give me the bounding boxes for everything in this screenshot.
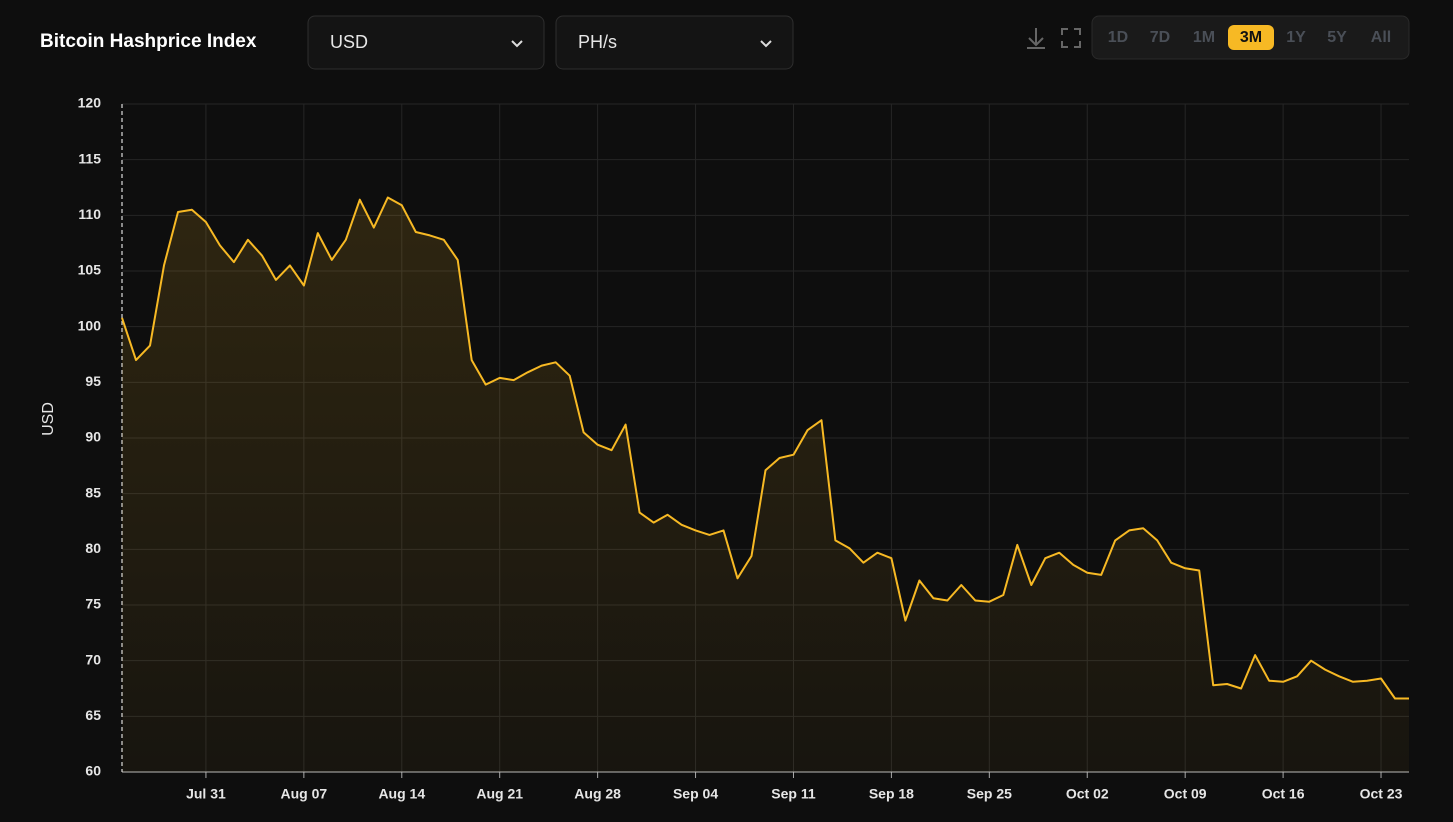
dropdown-box[interactable]: [307, 15, 545, 70]
x-tick-label: Sep 25: [967, 786, 1012, 802]
dropdown-value[interactable]: USD: [330, 32, 368, 52]
x-tick-label: Oct 23: [1360, 786, 1403, 802]
range-button[interactable]: 7D: [1150, 29, 1170, 46]
x-tick-label: Aug 07: [281, 786, 328, 802]
x-tick-label: Sep 18: [869, 786, 914, 802]
range-button[interactable]: All: [1371, 29, 1391, 46]
chevron: [511, 40, 523, 48]
dropdown-value[interactable]: PH/s: [578, 32, 617, 52]
dropdown-box[interactable]: [555, 15, 794, 70]
fullscreen-icon[interactable]: [1061, 28, 1081, 48]
y-tick-label: 60: [85, 763, 101, 779]
range-button[interactable]: 1Y: [1286, 29, 1306, 46]
x-tick-label: Sep 04: [673, 786, 718, 802]
y-tick-label: 115: [78, 150, 101, 166]
y-tick-label: 100: [78, 317, 102, 333]
x-tick-label: Aug 14: [378, 786, 425, 802]
y-tick-label: 75: [85, 596, 101, 612]
y-tick-label: 110: [78, 206, 101, 222]
y-tick-label: 65: [85, 707, 101, 723]
x-tick-label: Aug 21: [476, 786, 523, 802]
range-buttons: 1D 7D 1M 3M 1Y 5Y All: [1108, 25, 1391, 50]
y-tick-label: 85: [85, 484, 101, 500]
y-tick-label: 120: [78, 95, 102, 111]
line: [121, 196, 1409, 700]
download-icon[interactable]: [1027, 28, 1045, 49]
icon-path[interactable]: [1061, 28, 1081, 48]
range-button[interactable]: 5Y: [1327, 29, 1347, 46]
icon-path[interactable]: [1027, 28, 1045, 49]
chart-title: Bitcoin Hashprice Index: [40, 31, 257, 52]
chevron: [760, 40, 772, 48]
x-tick-label: Sep 11: [771, 786, 816, 802]
y-tick-label: 90: [85, 429, 101, 445]
range-button[interactable]: 1D: [1108, 29, 1128, 46]
x-tick-label: Oct 16: [1262, 786, 1305, 802]
plot: 60 65 70 75 80 85 90 95 100 105 110 115 120 Jul 31 Aug…: [78, 95, 1409, 802]
active-range-bg[interactable]: [1228, 25, 1274, 50]
y-tick-label: 95: [85, 373, 101, 389]
currency-dropdown[interactable]: USD: [307, 15, 545, 70]
y-tick-label: 70: [85, 651, 101, 667]
y-axis-label: USD: [40, 402, 57, 436]
unit-dropdown[interactable]: PH/s: [555, 15, 794, 70]
range-button[interactable]: 1M: [1193, 29, 1215, 46]
area-fill: [122, 197, 1409, 772]
range-button[interactable]: 3M: [1240, 29, 1262, 46]
x-tick-label: Aug 28: [574, 786, 621, 802]
y-tick-label: 80: [85, 540, 101, 556]
x-tick-label: Jul 31: [186, 786, 226, 802]
y-tick-label: 105: [78, 262, 102, 278]
x-tick-label: Oct 09: [1164, 786, 1207, 802]
x-tick-label: Oct 02: [1066, 786, 1109, 802]
